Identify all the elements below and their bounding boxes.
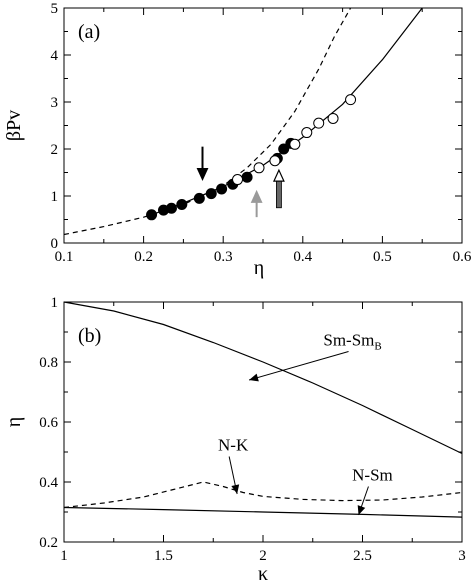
y-tick-label: 0.2 [39,535,58,551]
filled-data-point [176,198,188,210]
y-tick-label: 1 [51,295,59,311]
panel-b-curves [63,301,463,518]
filled-data-point [193,192,205,204]
x-tick-label: 2.5 [353,548,372,564]
y-tick-label: 0 [51,236,59,252]
x-tick-label: 0.3 [214,249,233,265]
panel-b: 1 1.5 2 2.5 3 0.2 0.4 0.6 0.8 1 Sm-SmB N-K N-Sm (b)… [3,295,466,585]
annotation-arrow-head [249,373,259,382]
panel-a-points [146,94,357,221]
open-data-point [232,174,244,186]
panel-b-frame [63,301,463,543]
y-tick-label: 5 [51,1,59,17]
gray-arrow-head [250,189,263,203]
annotation-arrow-line [248,351,349,381]
annotation-label: N-Sm [352,466,393,485]
open-data-point [313,117,325,129]
open-data-point [345,94,357,106]
panel-a-arrows [196,146,285,218]
panel-a-x-axis-label: η [254,257,264,279]
y-tick-label: 0.4 [39,475,58,491]
open-data-point [253,162,265,174]
annotation-arrow-head [357,505,366,515]
filled-data-point [165,202,177,214]
x-tick-label: 0.2 [134,249,153,265]
annotation-label: Sm-SmB [323,331,381,353]
y-tick-label: 0.8 [39,355,58,371]
x-tick-label: 3 [458,548,466,564]
solid-curve [151,7,423,216]
panel-b-annotations: Sm-SmB N-K N-Sm [218,331,393,516]
x-tick-label: 0.1 [55,249,74,265]
y-tick-label: 0.6 [39,415,58,431]
dashed-curve [63,481,463,509]
open-data-point [327,112,339,124]
x-tick-label: 1 [60,548,68,564]
x-tick-label: 0.5 [373,249,392,265]
filled-data-point [216,183,228,195]
x-tick-label: 1.5 [154,548,173,564]
open-data-point [269,155,281,167]
open-arrow-head [272,168,285,182]
panel-a-y-axis-label: βPv [3,110,25,141]
annotation-label: N-K [218,436,249,455]
panel-b-x-axis-label: κ [258,563,268,585]
panel-b-y-axis-label: η [3,417,25,427]
x-tick-label: 0.6 [453,249,472,265]
open-arrow-shaft [276,179,282,209]
open-data-point [301,127,313,139]
filled-data-point [146,209,158,221]
x-tick-label: 0.4 [293,249,312,265]
dashed-curve [63,7,352,236]
panel-a-ticks: 0.1 0.2 0.3 0.4 0.5 0.6 0 1 2 3 4 5 [51,1,472,265]
panel-a-curves [63,7,423,236]
filled-data-point [241,171,253,183]
y-tick-label: 2 [51,142,59,158]
panel-a-frame [63,7,463,244]
panel-a: 0.1 0.2 0.3 0.4 0.5 0.6 0 1 2 3 4 5 (a) η βPv [3,1,472,279]
x-tick-label: 2 [259,548,267,564]
panel-b-ticks: 1 1.5 2 2.5 3 0.2 0.4 0.6 0.8 1 [39,295,466,564]
solid-curve [63,506,463,518]
open-data-point [289,138,301,150]
annotation-arrow-head [231,484,240,494]
solid-curve [63,301,463,455]
black-arrow-head [196,167,209,181]
panel-a-label: (a) [78,21,100,43]
y-tick-label: 3 [51,95,59,111]
filled-data-point [205,188,217,200]
filled-data-point [278,143,290,155]
y-tick-label: 4 [51,48,59,64]
y-tick-label: 1 [51,189,59,205]
panel-b-label: (b) [78,325,101,347]
